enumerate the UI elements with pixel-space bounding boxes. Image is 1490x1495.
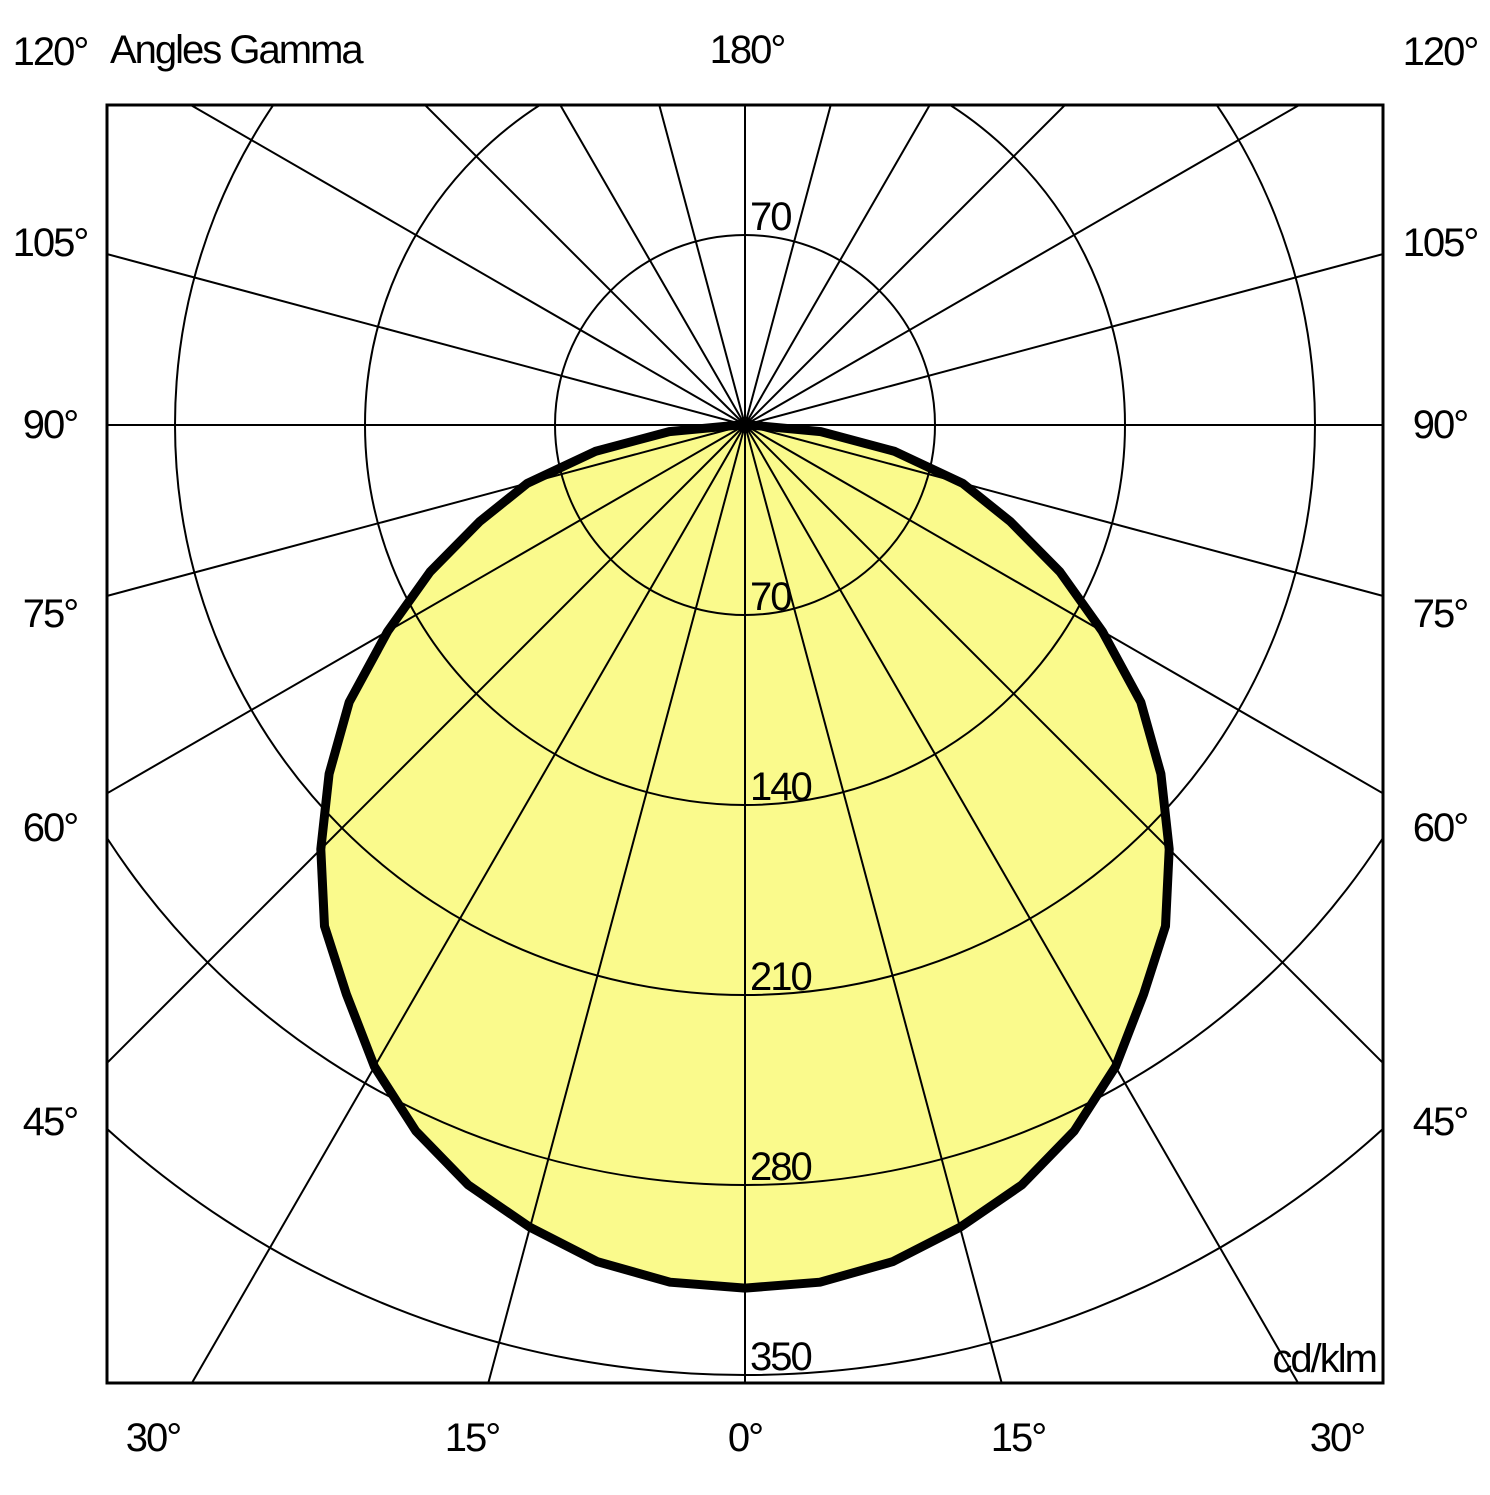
gamma-grid-ray	[744, 105, 1067, 426]
radial-tick-label: 70	[750, 575, 791, 619]
radial-tick-labels: 70 140 210 280 350 70	[750, 195, 813, 1379]
gamma-grid-ray	[744, 253, 1383, 426]
gamma-axis-label-bottom: 15°	[991, 1416, 1046, 1460]
gamma-grid-ray	[744, 424, 1003, 1383]
gamma-axis-label-right: 120°	[1403, 30, 1478, 74]
gamma-axis-label-bottom: 30°	[1310, 1416, 1365, 1460]
gamma-axis-labels: 120° 120° 105° 105° 90° 90° 75° 75° 60° 60° 45° 45°…	[13, 30, 1480, 1460]
gamma-axis-label-right: 75°	[1413, 592, 1468, 636]
gamma-axis-label-top: 180°	[710, 28, 785, 72]
gamma-grid-ray	[559, 105, 746, 426]
gamma-axis-label-left: 75°	[23, 592, 78, 636]
gamma-grid-ray	[107, 424, 746, 1065]
gamma-grid-ray	[190, 424, 746, 1383]
gamma-axis-label-bottom: 30°	[126, 1416, 181, 1460]
gamma-grid-ray	[107, 253, 746, 426]
gamma-grid-ray	[744, 424, 1383, 1065]
polar-center-dot	[737, 417, 753, 433]
gamma-grid-ray	[107, 424, 746, 795]
intensity-curve-outline	[316, 417, 1174, 1293]
gamma-grid-ray	[744, 424, 1383, 795]
radial-tick-label-upper: 70	[750, 195, 791, 239]
gamma-axis-label-left: 90°	[23, 403, 78, 447]
gamma-axis-label-left: 45°	[23, 1100, 78, 1144]
radial-tick-label: 210	[750, 955, 811, 999]
radial-tick-label: 350	[750, 1335, 811, 1379]
gamma-axis-label-bottom: 0°	[728, 1416, 762, 1460]
gamma-axis-label-right: 105°	[1403, 221, 1478, 265]
gamma-grid-ray	[744, 105, 1302, 426]
gamma-axis-label-right: 45°	[1413, 1100, 1468, 1144]
gamma-grid-ray	[744, 105, 832, 426]
gamma-axis-label-right: 90°	[1413, 403, 1468, 447]
gamma-grid-ray	[487, 424, 746, 1383]
plot-border	[105, 103, 1385, 1385]
gamma-axis-label-bottom: 15°	[445, 1416, 500, 1460]
gamma-grid-ray	[744, 105, 931, 426]
chart-title: Angles Gamma	[110, 28, 364, 72]
gamma-grid-ray	[744, 424, 1300, 1383]
gamma-axis-label-right: 60°	[1413, 806, 1468, 850]
intensity-curve-line	[316, 420, 1174, 1293]
gamma-grid-ray	[658, 105, 746, 426]
gamma-axis-label-left: 105°	[13, 221, 88, 265]
radial-tick-label: 140	[750, 765, 811, 809]
gamma-grid-ray	[188, 105, 746, 426]
unit-label: cd/klm	[1272, 1337, 1376, 1381]
gamma-grid-ray	[423, 105, 746, 426]
radial-tick-label: 280	[750, 1145, 811, 1189]
gamma-axis-label-left: 120°	[13, 30, 88, 74]
gamma-axis-label-left: 60°	[23, 806, 78, 850]
